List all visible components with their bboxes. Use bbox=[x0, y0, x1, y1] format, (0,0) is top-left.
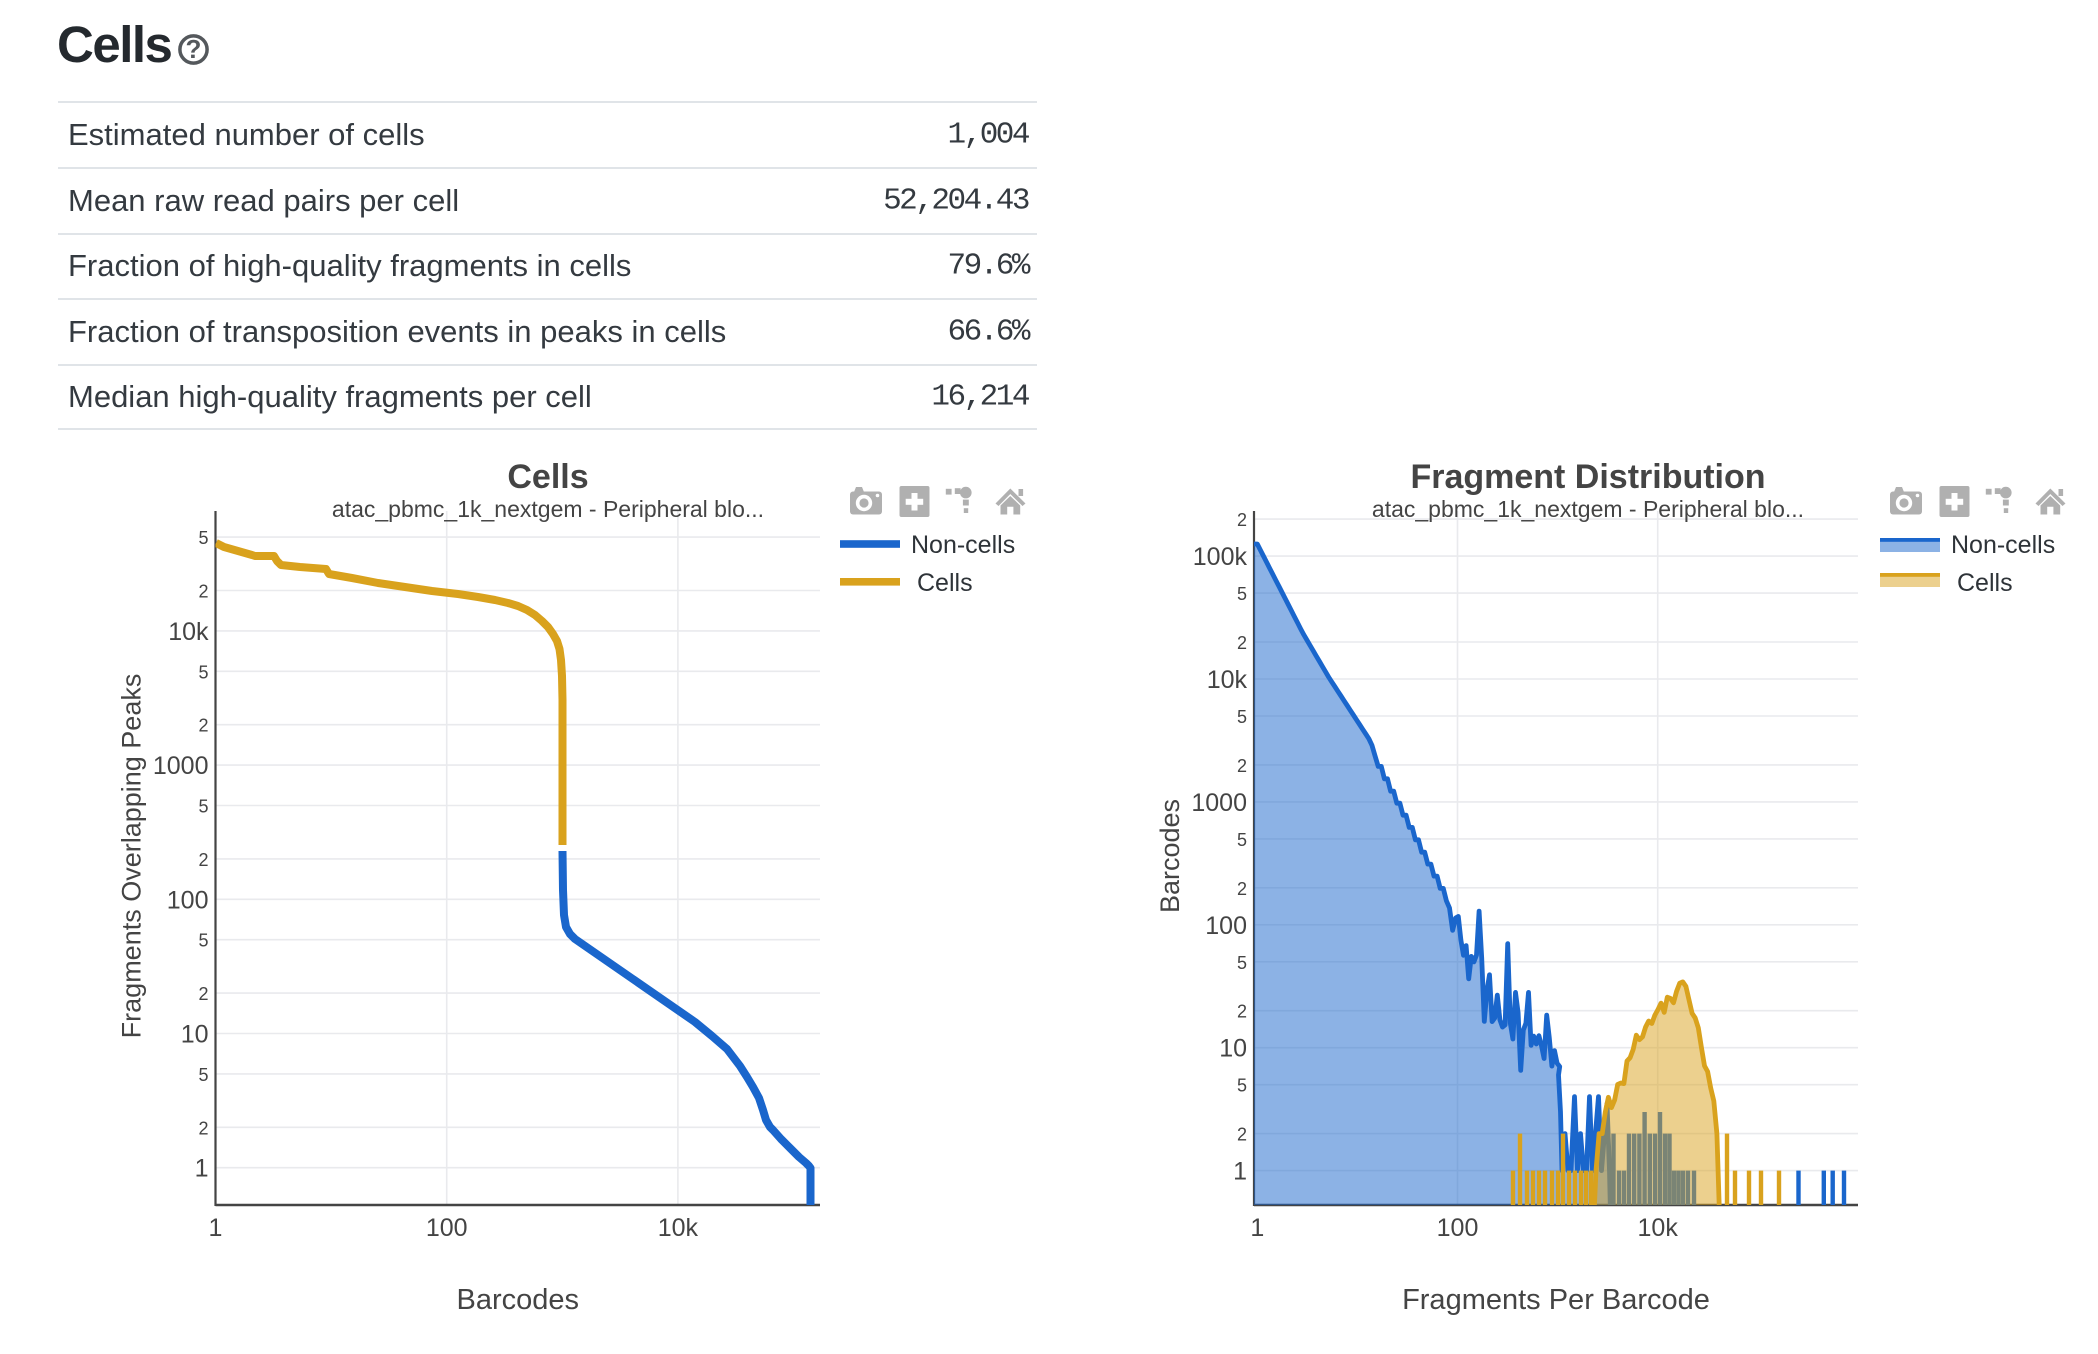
svg-text:Non-cells: Non-cells bbox=[911, 531, 1015, 559]
svg-text:100: 100 bbox=[1205, 912, 1247, 940]
svg-text:atac_pbmc_1k_nextgem - Periphe: atac_pbmc_1k_nextgem - Peripheral blo... bbox=[332, 496, 764, 522]
svg-text:10: 10 bbox=[181, 1021, 209, 1049]
svg-text:2: 2 bbox=[198, 716, 208, 736]
svg-text:10k: 10k bbox=[1207, 666, 1248, 694]
svg-text:10: 10 bbox=[1219, 1035, 1247, 1063]
svg-text:5: 5 bbox=[1237, 1076, 1247, 1096]
svg-text:5: 5 bbox=[1237, 953, 1247, 973]
svg-text:atac_pbmc_1k_nextgem - Periphe: atac_pbmc_1k_nextgem - Peripheral blo... bbox=[1372, 496, 1804, 522]
svg-text:2: 2 bbox=[1237, 879, 1247, 899]
svg-text:2: 2 bbox=[1237, 756, 1247, 776]
svg-text:2: 2 bbox=[1237, 510, 1247, 530]
svg-text:10k: 10k bbox=[1638, 1214, 1679, 1242]
svg-text:1000: 1000 bbox=[153, 752, 209, 780]
svg-text:5: 5 bbox=[1237, 707, 1247, 727]
svg-text:2: 2 bbox=[198, 582, 208, 602]
svg-text:2: 2 bbox=[1237, 1002, 1247, 1022]
svg-text:10k: 10k bbox=[168, 618, 209, 646]
svg-text:5: 5 bbox=[198, 1065, 208, 1085]
svg-text:100: 100 bbox=[426, 1214, 468, 1242]
svg-text:5: 5 bbox=[198, 931, 208, 951]
svg-text:1000: 1000 bbox=[1191, 789, 1247, 817]
svg-text:2: 2 bbox=[1237, 1125, 1247, 1145]
svg-text:Non-cells: Non-cells bbox=[1951, 531, 2055, 559]
svg-text:5: 5 bbox=[198, 662, 208, 682]
svg-text:1: 1 bbox=[195, 1155, 209, 1183]
svg-text:5: 5 bbox=[1237, 584, 1247, 604]
svg-text:Cells: Cells bbox=[507, 458, 588, 496]
svg-text:5: 5 bbox=[198, 528, 208, 548]
svg-text:Fragment Distribution: Fragment Distribution bbox=[1410, 458, 1765, 496]
svg-text:Barcodes: Barcodes bbox=[1155, 799, 1185, 913]
svg-text:1: 1 bbox=[1233, 1158, 1247, 1186]
svg-text:1: 1 bbox=[1250, 1214, 1264, 1242]
svg-text:100: 100 bbox=[167, 886, 209, 914]
svg-text:2: 2 bbox=[198, 984, 208, 1004]
svg-text:Cells: Cells bbox=[1957, 569, 2013, 597]
svg-text:2: 2 bbox=[198, 850, 208, 870]
svg-text:Barcodes: Barcodes bbox=[457, 1284, 580, 1316]
svg-text:Fragments Overlapping Peaks: Fragments Overlapping Peaks bbox=[117, 674, 147, 1039]
svg-text:100: 100 bbox=[1437, 1214, 1479, 1242]
svg-text:10k: 10k bbox=[658, 1214, 699, 1242]
svg-text:100k: 100k bbox=[1193, 543, 1248, 571]
svg-text:5: 5 bbox=[1237, 830, 1247, 850]
svg-text:5: 5 bbox=[198, 797, 208, 817]
svg-text:1: 1 bbox=[209, 1214, 223, 1242]
svg-text:?: ? bbox=[186, 34, 202, 64]
svg-text:2: 2 bbox=[198, 1118, 208, 1138]
svg-text:Fragments Per Barcode: Fragments Per Barcode bbox=[1402, 1284, 1710, 1316]
svg-text:Cells: Cells bbox=[917, 569, 973, 597]
svg-text:2: 2 bbox=[1237, 633, 1247, 653]
